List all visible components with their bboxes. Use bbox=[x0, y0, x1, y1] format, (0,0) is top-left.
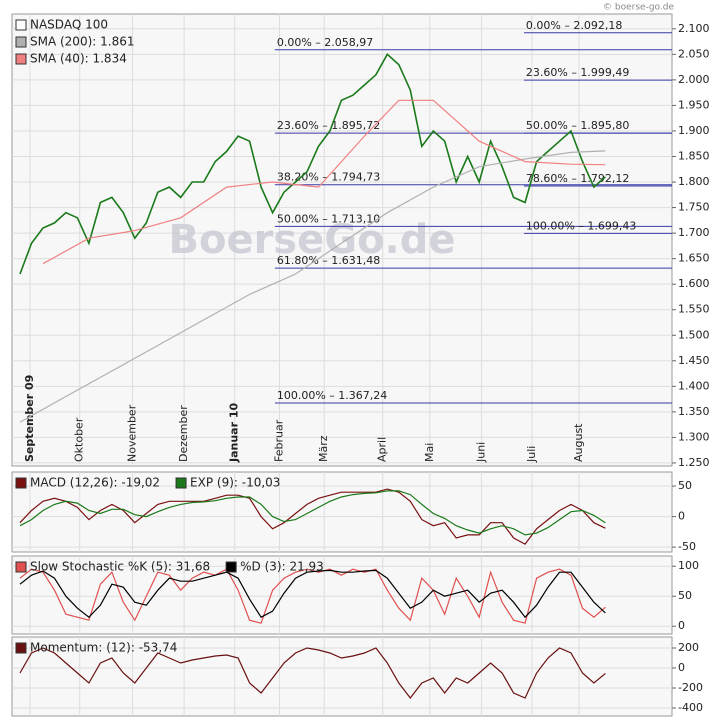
series-line bbox=[19, 53, 606, 275]
panel bbox=[11, 555, 673, 635]
watermark: BoerseGo.de bbox=[168, 217, 455, 263]
x-tick-label: Juni bbox=[474, 442, 487, 463]
series-line bbox=[19, 569, 606, 619]
legend-swatch bbox=[15, 36, 27, 48]
fibonacci-label: 100.00% – 1.699,43 bbox=[526, 219, 636, 232]
y-tick-label: 0 bbox=[678, 510, 685, 523]
legend-swatch bbox=[15, 477, 27, 489]
x-tick-label: Juli bbox=[525, 446, 538, 463]
x-tick-label: April bbox=[376, 437, 389, 462]
y-tick-label: -200 bbox=[678, 681, 703, 694]
legend-label: Slow Stochastic %K (5): 31,68 bbox=[30, 560, 210, 574]
y-tick-label: 1.900 bbox=[678, 124, 710, 137]
y-tick-label: -50 bbox=[678, 540, 696, 553]
legend-label: SMA (200): 1.861 bbox=[30, 35, 134, 49]
y-tick-label: 2.050 bbox=[678, 47, 710, 60]
y-tick-label: 1.500 bbox=[678, 328, 710, 341]
y-tick-label: 0 bbox=[678, 619, 685, 632]
fibonacci-label: 100.00% – 1.367,24 bbox=[277, 389, 387, 402]
y-tick-label: -400 bbox=[678, 701, 703, 714]
series-line bbox=[19, 490, 606, 536]
y-tick-label: 1.700 bbox=[678, 226, 710, 239]
y-tick-label: 1.600 bbox=[678, 277, 710, 290]
x-tick-label: Februar bbox=[272, 419, 285, 462]
legend-swatch bbox=[15, 53, 27, 65]
y-tick-label: 1.350 bbox=[678, 405, 710, 418]
y-tick-label: 1.850 bbox=[678, 149, 710, 162]
series-line bbox=[19, 647, 606, 699]
y-tick-label: 50 bbox=[678, 589, 692, 602]
source: © boerse-go.de bbox=[603, 3, 674, 13]
panel bbox=[11, 471, 673, 553]
y-tick-label: 2.000 bbox=[678, 73, 710, 86]
legend-swatch bbox=[225, 561, 237, 573]
x-tick-label: Oktober bbox=[73, 417, 86, 462]
fibonacci-label: 23.60% – 1.999,49 bbox=[526, 66, 629, 79]
y-tick-label: 2.100 bbox=[678, 22, 710, 35]
fibonacci-label: 38.20% – 1.794,73 bbox=[277, 171, 380, 184]
series-line bbox=[42, 99, 606, 265]
fibonacci-label: 0.00% – 2.058,97 bbox=[277, 36, 373, 49]
x-tick-label: Mai bbox=[423, 443, 436, 462]
panel bbox=[11, 13, 673, 467]
y-tick-label: 1.800 bbox=[678, 175, 710, 188]
legend-label: EXP (9): -10,03 bbox=[190, 476, 280, 490]
fibonacci-label: 0.00% – 2.092,18 bbox=[526, 19, 622, 32]
y-tick-label: 100 bbox=[678, 559, 699, 572]
y-tick-label: 0 bbox=[678, 661, 685, 674]
y-tick-label: 1.250 bbox=[678, 456, 710, 469]
series-line bbox=[19, 568, 606, 624]
x-tick-label: Dezember bbox=[177, 405, 190, 462]
y-tick-label: 200 bbox=[678, 641, 699, 654]
y-tick-label: 1.750 bbox=[678, 201, 710, 214]
x-tick-label: Januar 10 bbox=[228, 402, 241, 463]
legend-swatch bbox=[15, 642, 27, 654]
x-tick-label: August bbox=[572, 423, 585, 462]
y-tick-label: 1.550 bbox=[678, 303, 710, 316]
legend-label: %D (3): 21,93 bbox=[240, 560, 324, 574]
legend-label: Momentum: (12): -53,74 bbox=[30, 641, 177, 655]
fibonacci-label: 50.00% – 1.895,80 bbox=[526, 119, 629, 132]
y-tick-label: 1.450 bbox=[678, 354, 710, 367]
y-tick-label: 1.400 bbox=[678, 379, 710, 392]
series-line bbox=[19, 150, 606, 423]
legend-label: SMA (40): 1.834 bbox=[30, 52, 127, 66]
y-tick-label: 1.300 bbox=[678, 430, 710, 443]
fibonacci-label: 50.00% – 1.713,10 bbox=[277, 212, 380, 225]
x-tick-label: September 09 bbox=[23, 375, 36, 462]
fibonacci-label: 61.80% – 1.631,48 bbox=[277, 254, 380, 267]
y-tick-label: 50 bbox=[678, 479, 692, 492]
x-tick-label: November bbox=[126, 404, 139, 462]
legend-label: MACD (12,26): -19,02 bbox=[30, 476, 160, 490]
fibonacci-label: 23.60% – 1.895,72 bbox=[277, 119, 380, 132]
y-tick-label: 1.650 bbox=[678, 252, 710, 265]
fibonacci-label: 78.60% – 1.792,12 bbox=[526, 172, 629, 185]
legend-swatch bbox=[15, 19, 27, 31]
legend-swatch bbox=[15, 561, 27, 573]
legend-label: NASDAQ 100 bbox=[30, 18, 108, 32]
panel bbox=[11, 636, 673, 717]
y-tick-label: 1.950 bbox=[678, 98, 710, 111]
series-line bbox=[19, 488, 606, 545]
x-tick-label: März bbox=[317, 435, 330, 462]
legend-swatch bbox=[175, 477, 187, 489]
